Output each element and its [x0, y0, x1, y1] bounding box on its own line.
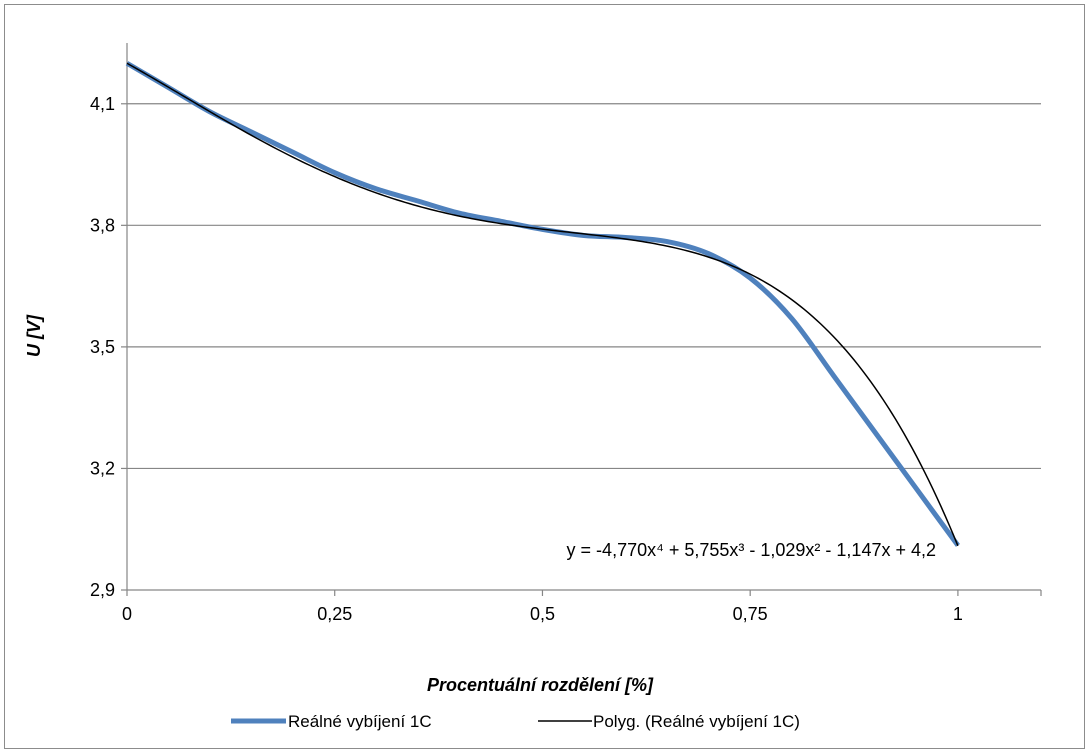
y-tick-label: 2,9 — [90, 580, 115, 600]
x-tick-labels: 0 0,25 0,5 0,75 1 — [122, 604, 963, 624]
legend-label-poly: Polyg. (Reálné vybíjení 1C) — [593, 712, 800, 731]
chart-frame — [4, 4, 1085, 749]
x-tick-label: 0 — [122, 604, 132, 624]
axes — [121, 43, 1042, 596]
gridlines — [127, 103, 1041, 470]
y-axis-title: U [V] — [24, 314, 44, 357]
y-tick-label: 4,1 — [90, 94, 115, 114]
x-tick-label: 1 — [953, 604, 963, 624]
y-tick-labels: 2,9 3,2 3,5 3,8 4,1 — [90, 94, 115, 600]
equation-label: y = -4,770x⁴ + 5,755x³ - 1,029x² - 1,147… — [567, 540, 936, 560]
x-tick-label: 0,5 — [530, 604, 555, 624]
y-tick-label: 3,5 — [90, 337, 115, 357]
x-tick-label: 0,75 — [733, 604, 768, 624]
x-tick-label: 0,25 — [317, 604, 352, 624]
legend: Reálné vybíjení 1C Polyg. (Reálné vybíje… — [231, 712, 800, 731]
series-line-trend — [126, 62, 959, 547]
legend-label-real: Reálné vybíjení 1C — [288, 712, 432, 731]
y-tick-label: 3,2 — [90, 458, 115, 478]
y-tick-label: 3,8 — [90, 215, 115, 235]
x-axis-title: Procentuální rozdělení [%] — [427, 675, 654, 695]
series-lines — [125, 61, 960, 547]
